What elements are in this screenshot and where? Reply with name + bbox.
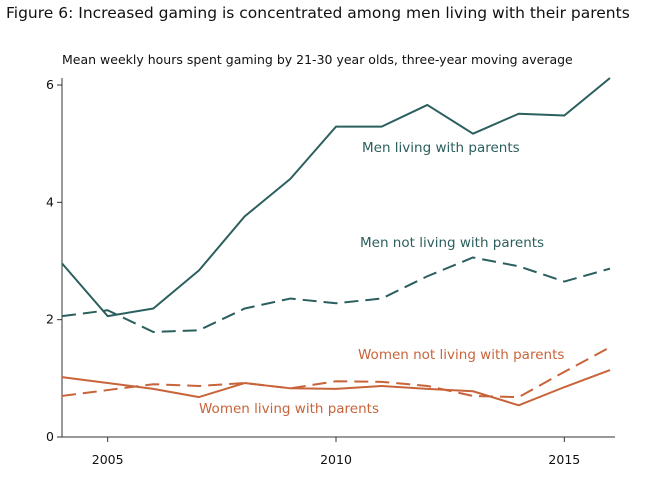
series-label-1: Men not living with parents <box>360 235 544 251</box>
series-line-1 <box>61 256 611 333</box>
series-line-2 <box>61 346 611 399</box>
series-label-0: Men living with parents <box>362 140 520 156</box>
series-line-3 <box>61 369 611 407</box>
series-label-3: Women living with parents <box>199 401 379 417</box>
x-tick-label: 2015 <box>548 452 580 467</box>
x-tick-label: 2010 <box>320 452 352 467</box>
y-tick-label: 6 <box>46 77 54 92</box>
y-tick-label: 0 <box>46 429 54 444</box>
x-tick-label: 2005 <box>92 452 124 467</box>
chart-title: Figure 6: Increased gaming is concentrat… <box>6 4 630 22</box>
chart-subtitle: Mean weekly hours spent gaming by 21-30 … <box>62 52 573 67</box>
series-label-2: Women not living with parents <box>358 347 564 363</box>
y-tick-label: 2 <box>46 312 54 327</box>
series-line-0 <box>61 77 611 318</box>
y-tick-label: 4 <box>46 194 54 209</box>
